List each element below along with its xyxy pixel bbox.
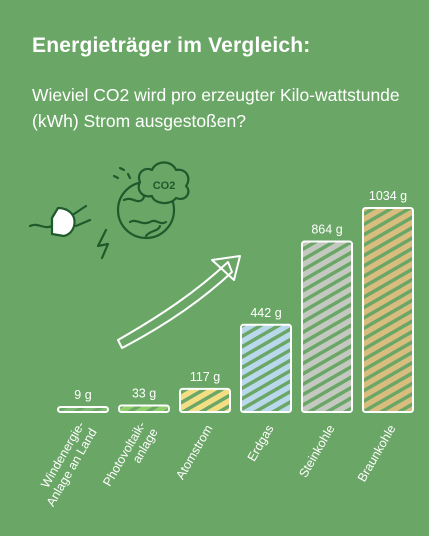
value-label-windenergie: 9 g xyxy=(74,388,91,402)
value-labels-group: 9 g 33 g 117 g 442 g 864 g 1034 g xyxy=(74,189,407,402)
value-label-steinkohle: 864 g xyxy=(311,223,342,237)
value-label-braunkohle: 1034 g xyxy=(369,189,407,203)
value-label-atomstrom: 117 g xyxy=(190,370,220,384)
bar-atomstrom xyxy=(179,387,231,414)
category-label-photovoltaik: Photovoltaik-anlage xyxy=(100,419,160,496)
category-label-line: Steinkohle xyxy=(296,422,337,480)
category-label-atomstrom: Atomstrom xyxy=(173,423,215,482)
globe-co2-label: CO2 xyxy=(153,180,176,192)
page-subtitle: Wieviel CO2 wird pro erzeugter Kilo-watt… xyxy=(32,85,400,131)
value-label-photovoltaik: 33 g xyxy=(132,386,156,400)
category-label-erdgas: Erdgas xyxy=(245,423,277,464)
growth-arrow-icon xyxy=(117,255,241,349)
category-label-line: Erdgas xyxy=(245,423,277,464)
globe-co2-icon xyxy=(112,161,190,240)
bar-windenergie xyxy=(57,406,109,413)
category-label-braunkohle: Braunkohle xyxy=(355,422,399,484)
lightning-icon xyxy=(96,228,110,260)
bar-braunkohle xyxy=(362,207,414,413)
page-title: Energieträger im Vergleich: xyxy=(32,34,311,57)
bar-steinkohle xyxy=(301,240,353,413)
category-label-line: Atomstrom xyxy=(173,423,215,482)
bars-group xyxy=(57,207,414,414)
category-label-line: Braunkohle xyxy=(355,422,399,484)
category-label-steinkohle: Steinkohle xyxy=(296,422,337,480)
category-labels-group: Windenergie-Anlage an Land Photovoltaik-a… xyxy=(32,419,399,509)
value-label-erdgas: 442 g xyxy=(250,306,281,320)
category-label-windenergie: Windenergie-Anlage an Land xyxy=(32,419,100,509)
plug-icon xyxy=(28,204,92,238)
bar-photovoltaik xyxy=(118,404,170,413)
bar-erdgas xyxy=(240,323,292,413)
